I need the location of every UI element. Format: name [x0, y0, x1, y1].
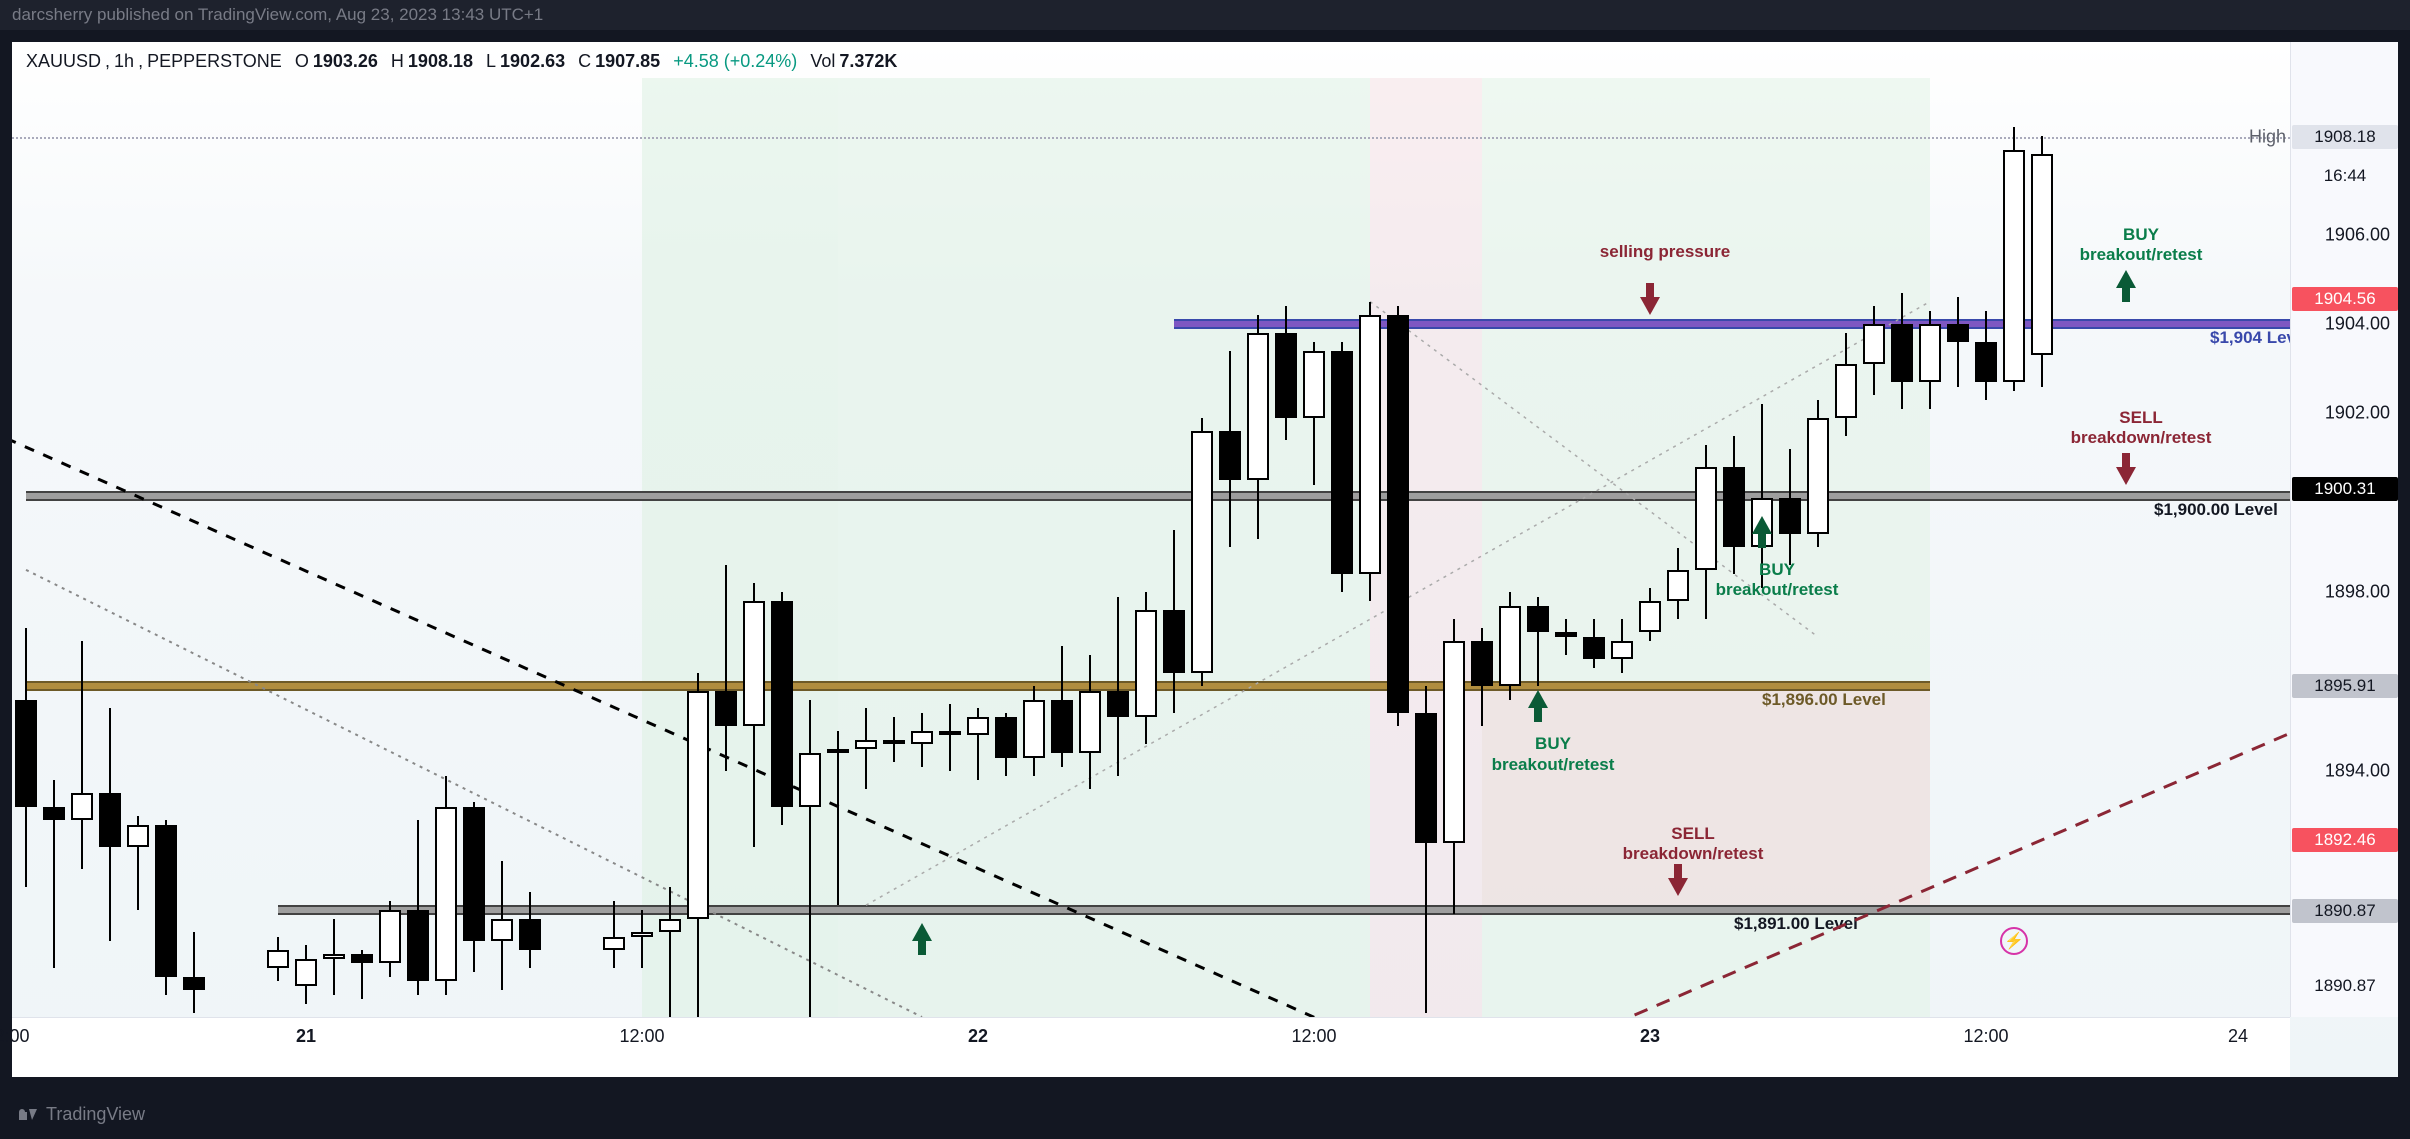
tradingview-logo-icon [18, 1104, 38, 1124]
ohlc-l: 1902.63 [500, 51, 565, 72]
x-tick: 22 [968, 1026, 988, 1047]
high-label: High [2249, 127, 2286, 148]
annotation: SELLbreakdown/retest [1618, 824, 1768, 865]
level-label: $1,896.00 Level [1762, 690, 1886, 710]
x-tick: 23 [1640, 1026, 1660, 1047]
ohlc-c: 1907.85 [595, 51, 660, 72]
annotation: selling pressure [1590, 242, 1740, 262]
price-level[interactable] [1174, 319, 2290, 329]
legend: XAUUSD, 1h, PEPPERSTONE O1903.26 H1908.1… [26, 51, 897, 72]
arrow-up-icon [912, 923, 932, 941]
change: +4.58 (+0.24%) [673, 51, 797, 72]
x-tick: 12:00 [1291, 1026, 1336, 1047]
timeframe: 1h [114, 51, 134, 72]
arrow-up-icon [2116, 270, 2136, 288]
y-price-tag: 1895.91 [2292, 674, 2398, 698]
y-price-tag: 1904.56 [2292, 287, 2398, 311]
annotation: BUYbreakout/retest [1478, 734, 1628, 775]
ohlc-h: 1908.18 [408, 51, 473, 72]
y-axis[interactable]: 1906.00 1904.00 1902.00 1898.00 1894.00 1908.… [2290, 42, 2398, 1017]
bg-zone [838, 78, 1370, 1017]
arrow-down-icon [2116, 467, 2136, 485]
y-price-tag: 1900.31 [2292, 477, 2398, 501]
y-tick: 1906.00 [2325, 224, 2390, 245]
x-axis[interactable]: 2:002112:002212:002312:0024 [12, 1017, 2290, 1077]
high-line [12, 137, 2290, 139]
arrow-down-icon [1640, 297, 1660, 315]
level-label: $1,904 Level [2210, 328, 2290, 348]
broker: PEPPERSTONE [147, 51, 282, 72]
volume: 7.372K [839, 51, 897, 72]
y-price-tag: 1890.87 [2292, 899, 2398, 923]
level-label: $1,891.00 Level [1734, 914, 1858, 934]
y-tick: 1894.00 [2325, 761, 2390, 782]
footer: TradingView [0, 1089, 2410, 1139]
symbol: XAUUSD [26, 51, 101, 72]
y-price-tag: 1890.87 [2292, 974, 2398, 998]
annotation: BUYbreakout/retest [1702, 560, 1852, 601]
y-tick: 1898.00 [2325, 582, 2390, 603]
pulse-icon: ⚡ [2000, 927, 2028, 955]
arrow-up-icon [1752, 516, 1772, 534]
y-price-tag: 1908.18 [2292, 125, 2398, 149]
y-tick: 1902.00 [2325, 403, 2390, 424]
price-level[interactable] [26, 681, 1930, 691]
arrow-down-icon [1668, 878, 1688, 896]
price-level[interactable] [26, 491, 2290, 501]
level-label: $1,900.00 Level [2154, 500, 2278, 520]
arrow-up-icon [1528, 690, 1548, 708]
y-tick: 1904.00 [2325, 313, 2390, 334]
annotation: BUYbreakout/retest [2066, 225, 2216, 266]
x-tick: 21 [296, 1026, 316, 1047]
annotation: SELLbreakdown/retest [2066, 408, 2216, 449]
x-tick: 24 [2228, 1026, 2248, 1047]
ohlc-o: 1903.26 [313, 51, 378, 72]
chart-stage[interactable]: XAUUSD, 1h, PEPPERSTONE O1903.26 H1908.1… [12, 42, 2398, 1077]
countdown: 16:44 [2292, 164, 2398, 188]
x-tick: 2:00 [0, 1026, 30, 1047]
price-level[interactable] [278, 905, 2290, 915]
x-tick: 12:00 [619, 1026, 664, 1047]
fib-zone [1482, 682, 1930, 906]
plot-area[interactable]: $1,904 Level $1,900.00 Level $1,896.00 Lev… [12, 78, 2290, 1017]
publish-info: darcsherry published on TradingView.com,… [12, 5, 543, 25]
y-price-tag: 1892.46 [2292, 828, 2398, 852]
x-tick: 12:00 [1963, 1026, 2008, 1047]
